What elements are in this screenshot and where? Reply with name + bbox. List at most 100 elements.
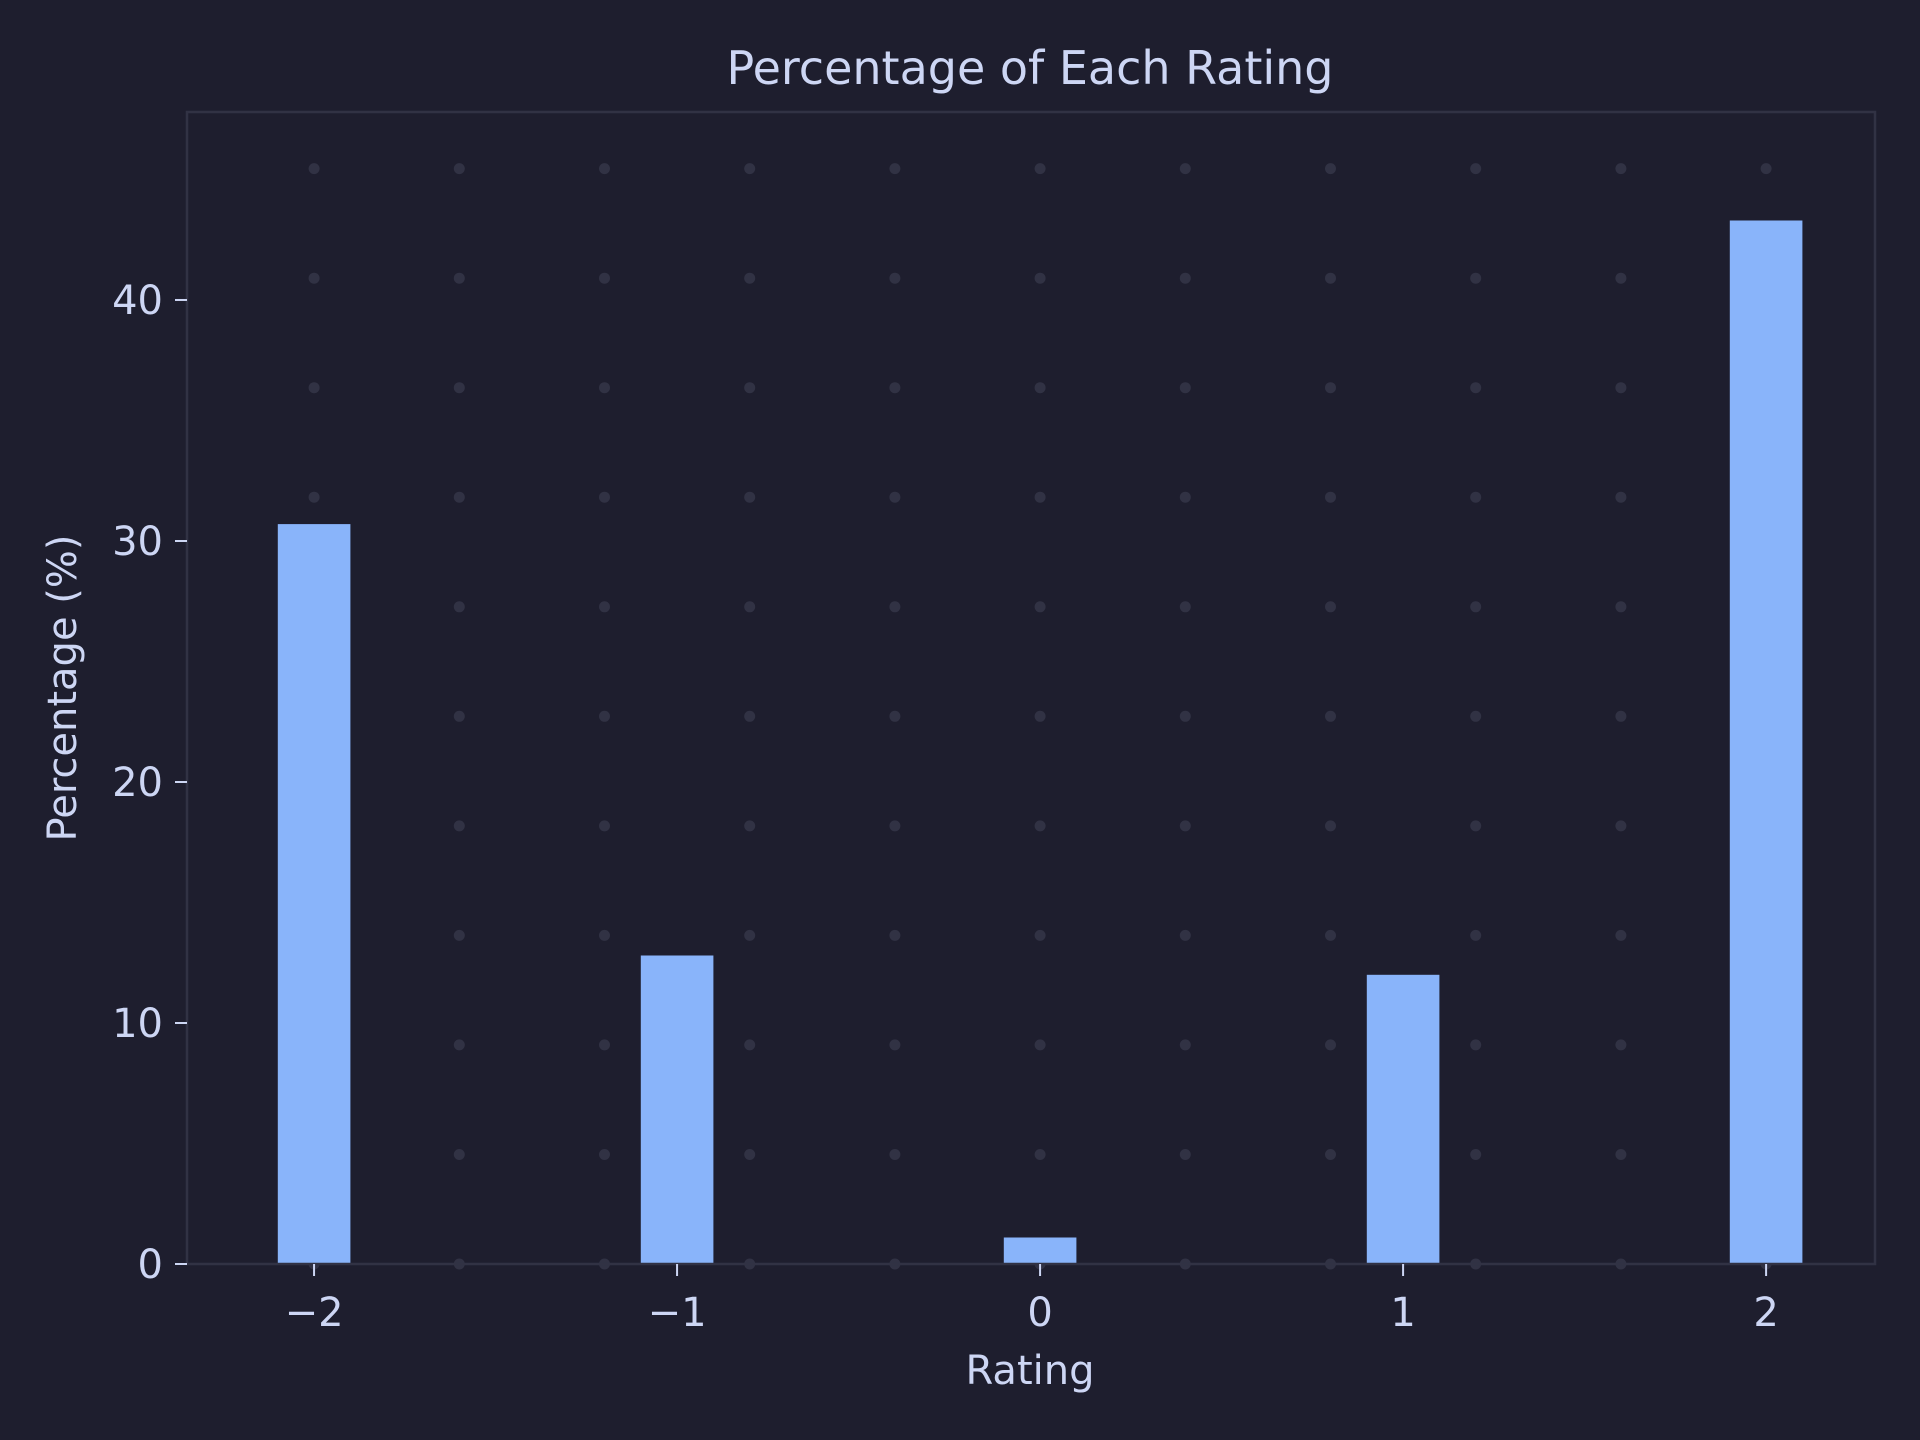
grid-dot: [1034, 1039, 1046, 1051]
grid-dot: [1325, 601, 1336, 613]
grid-dot: [1325, 382, 1336, 394]
grid-dot: [453, 710, 465, 722]
grid-dot: [744, 491, 756, 503]
grid-dot: [1034, 820, 1046, 832]
grid-dot: [599, 1039, 610, 1051]
grid-dot: [1034, 710, 1046, 722]
grid-dot: [1615, 601, 1627, 613]
grid-dot: [744, 163, 756, 175]
grid-dot: [308, 163, 320, 175]
grid-dot: [744, 929, 756, 941]
y-tick-label: 30: [112, 519, 163, 565]
grid-dot: [308, 491, 320, 503]
grid-dot: [1325, 491, 1336, 503]
grid-dot: [744, 1039, 756, 1051]
grid-dot: [1325, 272, 1336, 284]
grid-dot: [1615, 272, 1627, 284]
grid-dot: [1470, 820, 1482, 832]
grid-dot: [889, 710, 901, 722]
grid-dot: [1615, 820, 1627, 832]
grid-dot: [1470, 601, 1482, 613]
x-tick-label: −2: [285, 1290, 344, 1336]
grid-dot: [1470, 382, 1482, 394]
grid-dot: [889, 163, 901, 175]
grid-dot: [1034, 272, 1046, 284]
grid-dot: [889, 1039, 901, 1051]
grid-dot: [1615, 710, 1627, 722]
grid-dot: [1179, 820, 1191, 832]
x-tick-label: 2: [1753, 1290, 1778, 1336]
grid-dot: [889, 1149, 901, 1160]
grid-dot: [1179, 1039, 1191, 1051]
grid-dot: [1615, 491, 1627, 503]
x-tick-label: −1: [648, 1290, 707, 1336]
bar-rating-minus-1: [640, 955, 714, 1264]
y-tick-label: 0: [138, 1242, 163, 1288]
grid-dot: [1325, 163, 1336, 175]
grid-dot: [1325, 1149, 1336, 1160]
bar-rating-minus-2: [277, 524, 351, 1264]
x-tick-label: 0: [1027, 1290, 1052, 1336]
grid-dot: [1179, 1149, 1191, 1160]
grid-dot: [744, 382, 756, 394]
grid-dot: [599, 163, 610, 175]
y-tick-label: 40: [112, 278, 163, 324]
grid-dot: [1179, 163, 1191, 175]
grid-dot: [1179, 272, 1191, 284]
x-axis-ticks: −2 −1 0 1 2: [285, 1264, 1779, 1336]
grid-dot: [744, 601, 756, 613]
grid-dot: [1615, 1149, 1627, 1160]
grid-dot: [889, 382, 901, 394]
chart-title: Percentage of Each Rating: [727, 41, 1334, 95]
grid-dot: [599, 601, 610, 613]
grid-dot: [1470, 491, 1482, 503]
grid-dot: [744, 272, 756, 284]
grid-dot: [889, 272, 901, 284]
grid-dot: [453, 163, 465, 175]
grid-dot: [1034, 1149, 1046, 1160]
grid-dot: [889, 820, 901, 832]
grid-dot: [1470, 1039, 1482, 1051]
grid-dot: [1325, 1039, 1336, 1051]
grid-dot: [1760, 163, 1772, 175]
grid-dot: [1179, 491, 1191, 503]
grid-dot: [1470, 929, 1482, 941]
bar-rating-0: [1003, 1237, 1077, 1264]
y-axis-ticks: 0 10 20 30 40: [112, 278, 187, 1288]
bars: [277, 220, 1803, 1264]
grid-dot: [1615, 1039, 1627, 1051]
grid-dot: [453, 929, 465, 941]
grid-dot: [453, 820, 465, 832]
grid-dot: [308, 272, 320, 284]
bar-rating-1: [1366, 974, 1440, 1264]
grid-dot: [1179, 601, 1191, 613]
grid-dot: [453, 272, 465, 284]
x-axis-label: Rating: [966, 1348, 1095, 1394]
grid-dot: [599, 491, 610, 503]
y-tick-label: 20: [112, 760, 163, 806]
grid-dot: [1034, 382, 1046, 394]
grid-dot: [744, 1149, 756, 1160]
grid-dot: [1615, 382, 1627, 394]
grid-dot: [599, 820, 610, 832]
grid-dot: [1034, 163, 1046, 175]
grid-dot: [1470, 272, 1482, 284]
grid-dot: [1034, 601, 1046, 613]
grid-dot: [599, 382, 610, 394]
bar-rating-2: [1729, 220, 1803, 1264]
grid-dot: [599, 929, 610, 941]
grid-dot: [1034, 929, 1046, 941]
grid-dot: [1470, 1149, 1482, 1160]
grid-dot: [889, 491, 901, 503]
grid-dot: [599, 710, 610, 722]
y-axis-label: Percentage (%): [40, 535, 86, 842]
grid-dot: [1179, 710, 1191, 722]
grid-dot: [453, 382, 465, 394]
grid-dot: [1470, 710, 1482, 722]
grid-dot: [1325, 820, 1336, 832]
grid-dot: [889, 929, 901, 941]
grid-dot: [453, 1039, 465, 1051]
grid-dot: [308, 382, 320, 394]
grid-dot: [453, 1149, 465, 1160]
